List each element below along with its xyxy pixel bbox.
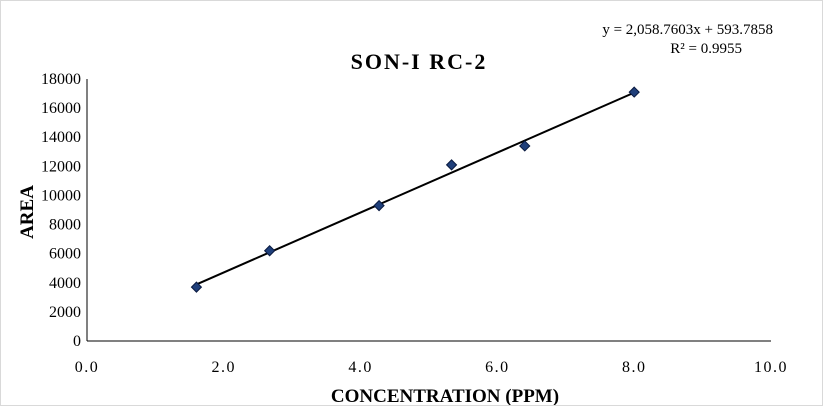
y-tick-label: 6000: [49, 246, 81, 263]
y-tick-label: 4000: [49, 275, 81, 292]
trendline-r-squared: R² = 0.9955: [670, 41, 742, 57]
x-axis-title: CONCENTRATION (PPM): [331, 386, 559, 405]
x-tick-label: 10.0: [754, 359, 788, 376]
y-axis-title: AREA: [17, 185, 38, 239]
y-tick-label: 12000: [41, 158, 81, 175]
x-tick-label: 0.0: [75, 359, 100, 376]
x-tick-label: 6.0: [485, 359, 510, 376]
data-point-marker: [628, 86, 640, 98]
y-tick-label: 18000: [41, 71, 81, 88]
x-axis-ticks: 0.0 2.0 4.0 6.0 8.0 10.0: [75, 359, 788, 376]
y-tick-label: 16000: [41, 100, 81, 117]
data-point-marker: [190, 281, 203, 293]
x-tick-label: 8.0: [622, 359, 647, 376]
y-tick-label: 14000: [41, 129, 81, 146]
y-tick-label: 8000: [49, 217, 81, 234]
data-point-marker: [373, 199, 385, 212]
data-point-marker: [263, 245, 276, 257]
data-point-marker: [445, 159, 458, 171]
y-tick-label: 10000: [41, 187, 81, 204]
linear-trendline: [196, 91, 635, 286]
data-points: [190, 86, 640, 293]
y-tick-label: 2000: [49, 304, 81, 321]
trendline-equation: y = 2,058.7603x + 593.7858: [602, 22, 773, 38]
y-tick-label: 0: [73, 333, 81, 350]
data-point-marker: [519, 140, 531, 152]
x-tick-label: 4.0: [348, 359, 373, 376]
y-axis-ticks: 0 2000 4000 6000 8000 10000 12000 14000 16000 180…: [41, 71, 81, 350]
x-tick-label: 2.0: [212, 359, 237, 376]
axes: [86, 79, 771, 342]
chart-title: SON-I RC-2: [351, 49, 488, 74]
